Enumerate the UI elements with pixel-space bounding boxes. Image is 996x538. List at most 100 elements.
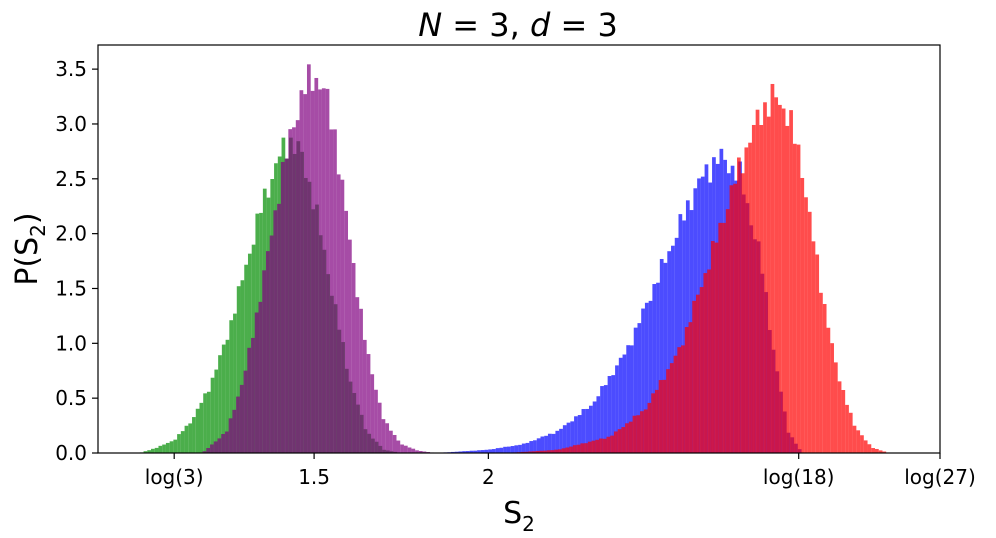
histogram-bar <box>654 389 659 453</box>
histogram-bar <box>626 345 631 453</box>
histogram-bar <box>525 442 530 453</box>
histogram-bar <box>407 447 412 453</box>
histogram-bar <box>860 435 864 453</box>
histogram-bar <box>647 402 652 453</box>
histogram-bar <box>546 450 551 453</box>
histogram-bar <box>381 419 386 453</box>
histogram-bar <box>247 347 252 453</box>
histogram-bar <box>551 433 556 453</box>
histogram-bar <box>658 380 663 453</box>
histogram-bar <box>558 449 562 453</box>
histogram-bar <box>682 220 686 453</box>
histogram-bar <box>852 425 857 453</box>
histogram-bar <box>722 222 726 453</box>
histogram-bar <box>299 90 304 453</box>
y-axis-label: P(S2) <box>10 212 50 285</box>
histogram-bar <box>684 327 689 453</box>
histogram-bar <box>469 450 474 453</box>
histogram-bar <box>165 442 170 453</box>
histogram-bar <box>671 245 675 453</box>
histogram-bar <box>648 300 653 453</box>
histogram-bar <box>147 450 152 453</box>
histogram-bar <box>236 396 240 453</box>
histogram-bar <box>210 377 215 453</box>
histogram-bar <box>585 408 589 453</box>
histogram-bar <box>492 449 496 453</box>
histogram-bar <box>536 438 541 453</box>
histogram-bar <box>243 370 248 453</box>
histogram-bar <box>602 438 607 453</box>
histogram-bar <box>495 448 500 453</box>
histogram-bar <box>759 125 764 453</box>
histogram-bar <box>863 440 868 453</box>
histogram-bar <box>674 237 679 453</box>
x-tick-label: 1.5 <box>298 465 330 489</box>
histogram-bar <box>418 451 423 453</box>
histogram-bar <box>528 451 532 453</box>
histogram-bar <box>550 450 555 453</box>
histogram-bar <box>587 441 592 453</box>
histogram-bar <box>422 451 427 453</box>
histogram-bar <box>681 345 685 453</box>
histogram-bar <box>796 144 801 453</box>
histogram-bar <box>233 313 237 453</box>
histogram-bar <box>280 161 285 453</box>
histogram-bar <box>815 254 820 453</box>
histogram-bar <box>766 116 771 454</box>
histogram-bar <box>169 441 174 453</box>
histogram-bar <box>217 438 222 453</box>
x-tick-label: log(27) <box>904 465 976 489</box>
histogram-bar <box>695 294 700 453</box>
histogram-bar <box>574 416 578 453</box>
histogram-bar <box>306 64 311 453</box>
histogram-bar <box>269 235 274 453</box>
histogram-bar <box>633 327 638 453</box>
histogram-bar <box>539 450 544 453</box>
histogram-bar <box>221 433 225 453</box>
histogram-bar <box>540 436 545 453</box>
histogram-bar <box>830 343 834 453</box>
histogram-bar <box>199 402 204 453</box>
histogram-bar <box>392 434 397 453</box>
histogram-bar <box>599 438 603 453</box>
histogram-bar <box>770 83 775 453</box>
histogram-bar <box>833 362 838 453</box>
histogram-bar <box>524 451 529 453</box>
histogram-bar <box>699 287 704 453</box>
histogram-bar <box>559 428 563 453</box>
histogram-bar <box>521 443 526 453</box>
histogram-bar <box>544 435 548 453</box>
histogram-bar <box>477 450 481 453</box>
histogram-bar <box>203 393 207 453</box>
histogram-bar <box>785 125 790 453</box>
y-axis-ticks: 0.0 0.5 1.0 1.5 2.0 2.5 3.0 3.5 <box>55 57 98 465</box>
histogram-bar <box>878 450 883 453</box>
x-axis-label: S2 <box>503 496 535 536</box>
histogram-bar <box>458 451 463 453</box>
histogram-bar <box>202 451 207 453</box>
histogram-bar <box>577 415 582 453</box>
histogram-bar <box>151 448 155 453</box>
histogram-bar <box>677 347 682 453</box>
histogram-bar <box>318 89 322 453</box>
histogram-bar <box>265 251 270 453</box>
y-tick-label: 3.0 <box>55 112 87 136</box>
histogram-bar <box>588 405 593 453</box>
histogram-bar <box>685 200 690 453</box>
histogram-bar <box>875 448 879 453</box>
histogram-bar <box>480 450 485 453</box>
histogram-bar <box>615 365 619 453</box>
histogram-bar <box>284 158 289 453</box>
histogram-bar <box>340 179 345 453</box>
histogram-bar <box>703 273 708 453</box>
histogram-bar <box>584 443 588 453</box>
histogram-bar <box>740 173 745 453</box>
x-tick-label: 2 <box>482 465 495 489</box>
histogram-bar <box>630 345 634 453</box>
histogram-bar <box>506 446 511 453</box>
histogram-bar <box>729 185 734 453</box>
histogram-bar <box>625 423 629 453</box>
histogram-bar <box>535 450 540 453</box>
histogram-bar <box>632 415 637 453</box>
histogram-bar <box>473 450 478 453</box>
